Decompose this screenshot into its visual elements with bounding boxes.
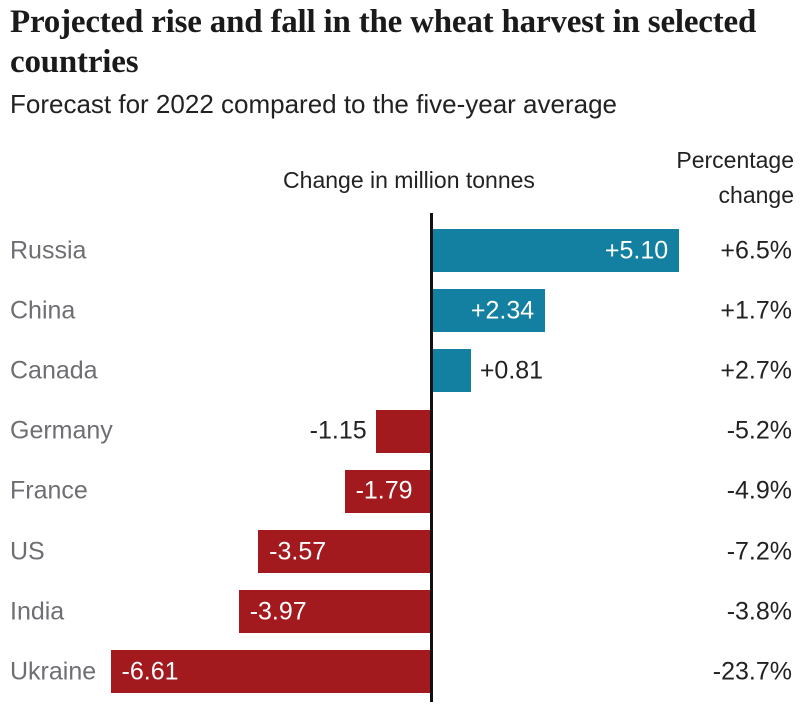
percent-label: -7.2% [726, 537, 792, 565]
category-label: Ukraine [10, 657, 97, 686]
category-label: France [10, 476, 88, 505]
bar [110, 650, 432, 694]
value-label: -1.79 [355, 476, 413, 505]
bar [238, 590, 432, 634]
chart-title: Projected rise and fall in the wheat har… [10, 4, 757, 80]
left-column-header: Change in million tonnes [283, 167, 535, 193]
bar [344, 469, 432, 513]
bar [431, 349, 471, 393]
percent-label: -4.9% [726, 476, 792, 505]
percent-label: -23.7% [712, 657, 792, 686]
category-label: India [10, 597, 65, 626]
zero-axis-line [430, 213, 433, 702]
percent-label: -5.2% [726, 416, 792, 445]
percent-label: +2.7% [720, 356, 792, 385]
category-label: Germany [10, 416, 113, 445]
value-label: -6.61 [121, 657, 179, 686]
value-label: -3.57 [269, 537, 327, 565]
value-label: +5.10 [604, 236, 669, 264]
percent-label: +6.5% [720, 236, 792, 264]
category-label: Russia [10, 236, 87, 264]
percent-label: -3.8% [726, 597, 792, 626]
value-label: -1.15 [309, 416, 367, 445]
right-column-header: Percentage change [676, 147, 794, 208]
value-label: +2.34 [470, 296, 535, 325]
category-label: China [10, 296, 76, 325]
category-label: US [10, 537, 45, 565]
bar [431, 229, 680, 272]
bar-chart-plot-area: Russia +5.10 +6.5% China +2.34 +1.7% Canada +0.… [0, 213, 808, 705]
value-label: -3.97 [249, 597, 307, 626]
percent-label: +1.7% [720, 296, 792, 325]
chart-subtitle: Forecast for 2022 compared to the five-y… [10, 89, 617, 119]
value-label: +0.81 [479, 356, 544, 385]
category-label: Canada [10, 356, 98, 385]
bar [258, 530, 432, 573]
bar [431, 289, 546, 333]
bar [375, 409, 432, 453]
